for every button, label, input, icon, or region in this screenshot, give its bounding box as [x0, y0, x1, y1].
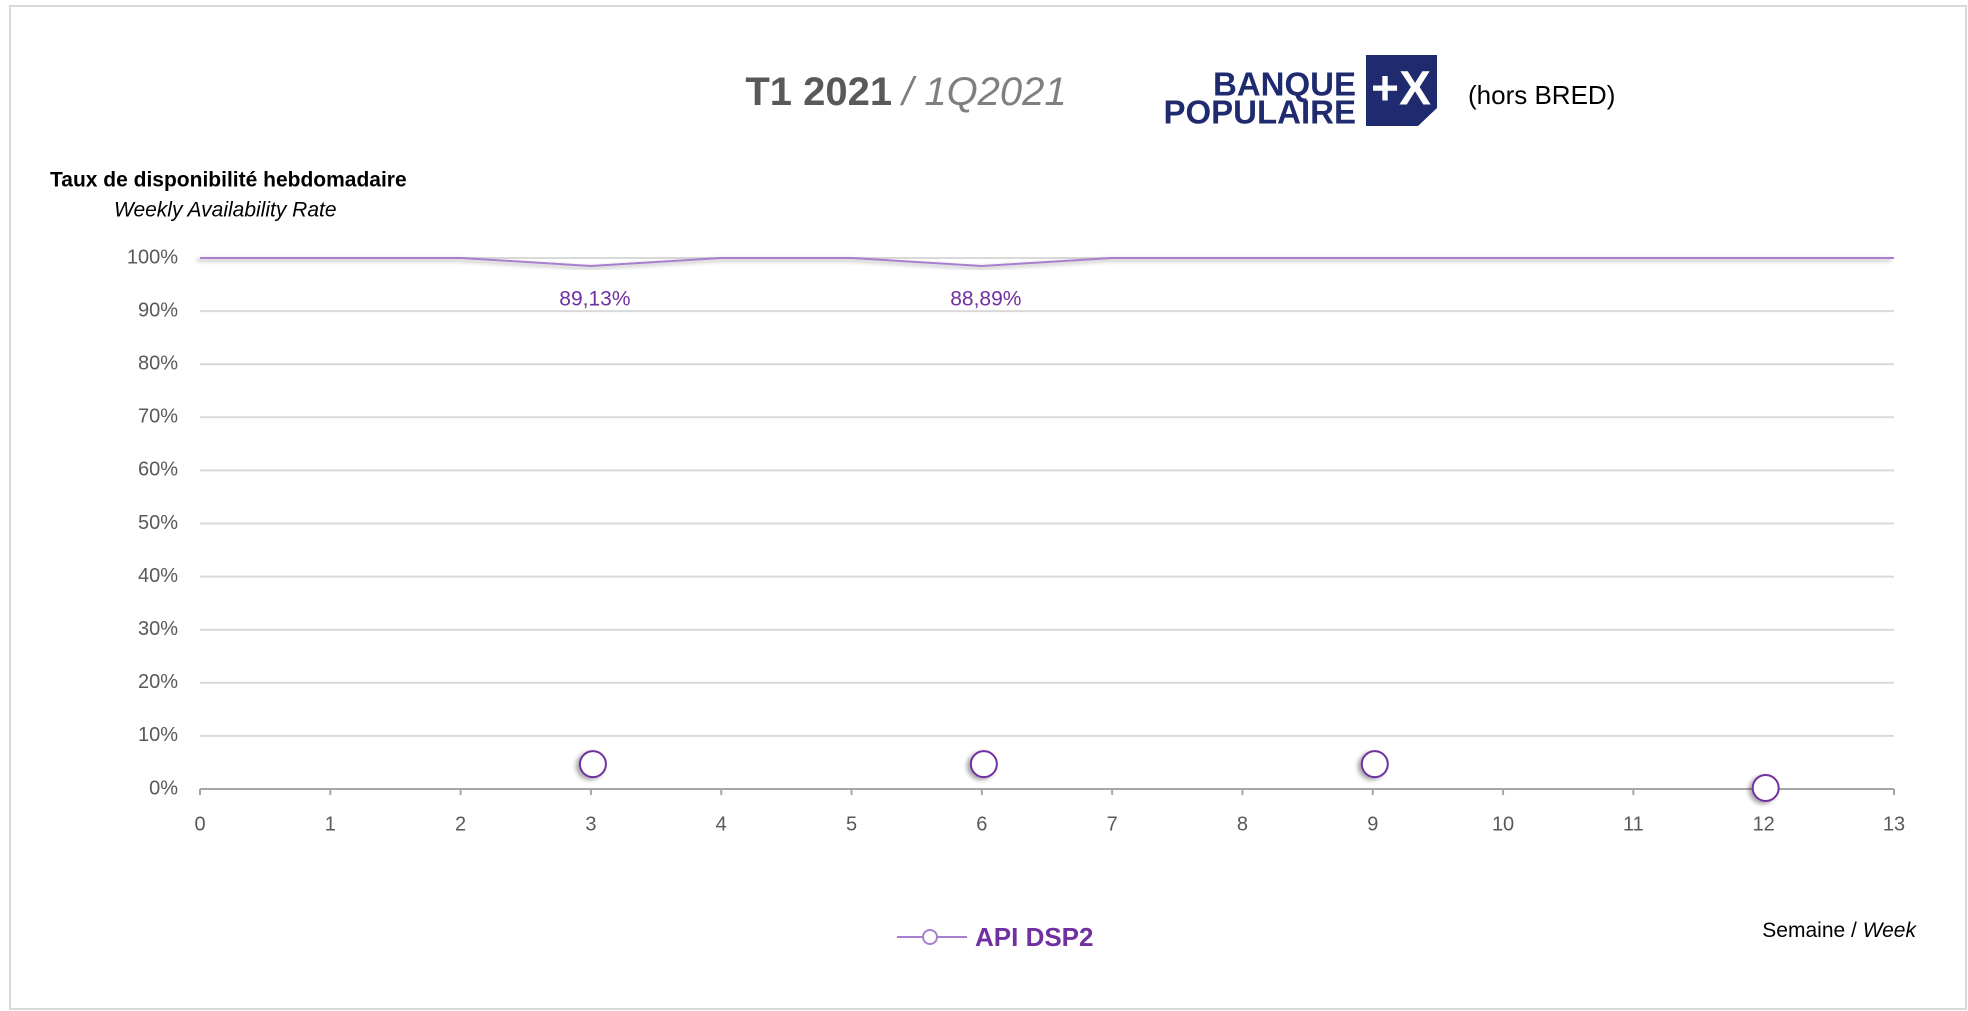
y-axis-label: Taux de disponibilité hebdomadaire: [50, 169, 407, 192]
logo: BANQUE POPULAIRE +X: [1163, 55, 1437, 131]
x-axis-label: Semaine / Week: [1762, 919, 1917, 942]
chart-title: T1 2021/ 1Q2021: [745, 70, 1066, 114]
data-label: 88,89%: [950, 288, 1021, 311]
x-tick-label: 1: [325, 813, 336, 835]
x-tick-label: 7: [1107, 813, 1118, 835]
y-tick-label: 80%: [138, 352, 178, 374]
y-tick-label: 30%: [138, 618, 178, 640]
marker: [969, 750, 998, 779]
x-tick-label: 13: [1883, 813, 1905, 835]
y-tick-label: 0%: [149, 777, 178, 799]
title-main: T1 2021: [745, 70, 892, 114]
y-tick-label: 40%: [138, 565, 178, 587]
line-series: [200, 257, 1894, 267]
x-tick-label: 6: [976, 813, 987, 835]
x-tick-label: 2: [455, 813, 466, 835]
y-axis-label-alt: Weekly Availability Rate: [114, 199, 337, 222]
y-tick-label: 90%: [138, 299, 178, 321]
x-tick-label: 4: [716, 813, 727, 835]
x-label-main: Semaine /: [1762, 919, 1862, 942]
frame: [9, 5, 1967, 1010]
note: (hors BRED): [1468, 80, 1615, 110]
x-tick-label: 5: [846, 813, 857, 835]
y-tick-label: 20%: [138, 671, 178, 693]
logo-text: POPULAIRE: [1163, 94, 1356, 131]
legend-marker: [922, 929, 938, 945]
y-tick-label: 50%: [138, 512, 178, 534]
logo-text: BANQUE: [1213, 66, 1356, 103]
marker: [1751, 774, 1780, 802]
y-tick-label: 70%: [138, 406, 178, 428]
title-alt: / 1Q2021: [899, 70, 1067, 114]
y-tick-label: 60%: [138, 459, 178, 481]
x-tick-label: 8: [1237, 813, 1248, 835]
x-tick-label: 0: [194, 813, 205, 835]
data-label: 89,13%: [559, 288, 630, 311]
x-tick-label: 3: [585, 813, 596, 835]
logo-icon-text: +X: [1371, 63, 1431, 116]
legend-label: API DSP2: [975, 922, 1094, 952]
y-tick-label: 100%: [127, 246, 178, 268]
x-tick-label: 10: [1492, 813, 1514, 835]
logo-icon: [1366, 55, 1437, 126]
y-tick-label: 10%: [138, 724, 178, 746]
x-tick-label: 12: [1753, 813, 1775, 835]
marker: [578, 750, 607, 779]
x-label-alt: Week: [1863, 919, 1918, 942]
x-tick-label: 11: [1623, 813, 1644, 835]
x-tick-label: 9: [1367, 813, 1378, 835]
marker: [1360, 750, 1389, 779]
